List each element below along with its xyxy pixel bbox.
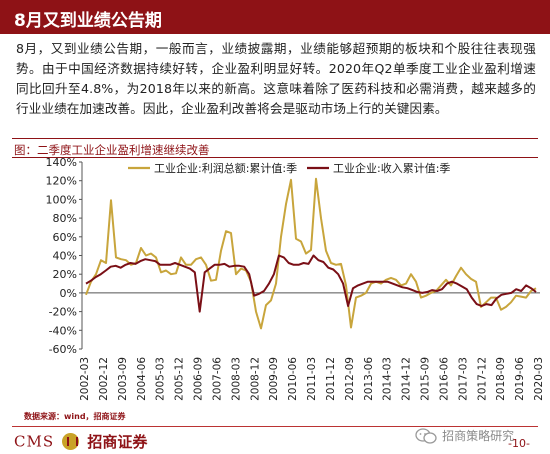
x-tick-label: 2018-09 — [495, 357, 507, 401]
y-tick-label: -60% — [49, 343, 77, 356]
figure-title-rule — [12, 157, 538, 158]
y-tick-label: 40% — [53, 250, 77, 263]
x-tick-label: 2006-09 — [193, 357, 205, 401]
x-tick-label: 2004-06 — [136, 357, 148, 401]
x-tick-label: 2016-06 — [438, 357, 450, 401]
x-tick-label: 2017-12 — [476, 357, 488, 401]
y-tick-label: -20% — [49, 306, 77, 319]
page-title: 8月又到业绩公告期 — [14, 11, 162, 31]
logo-badge-icon — [62, 433, 80, 450]
x-tick-label: 2005-03 — [155, 357, 167, 401]
x-tick-label: 2014-03 — [382, 357, 394, 401]
header-bar: 8月又到业绩公告期 — [0, 0, 550, 34]
x-tick-label: 2013-06 — [363, 357, 375, 401]
data-source: 数据来源：wind，招商证券 — [24, 412, 126, 421]
x-tick-label: 2010-06 — [287, 357, 299, 401]
wechat-icon — [415, 427, 437, 444]
x-tick-label: 2011-12 — [325, 357, 337, 401]
y-tick-label: 80% — [53, 212, 77, 225]
legend-label-revenue: 工业企业:收入累计值:季 — [333, 161, 450, 175]
x-tick-label: 2009-09 — [268, 357, 280, 401]
x-tick-label: 2017-03 — [457, 357, 469, 401]
x-tick-label: 2011-03 — [306, 357, 318, 401]
x-tick-label: 2012-09 — [344, 357, 356, 401]
x-tick-label: 2019-06 — [514, 357, 526, 401]
logo-latin: CMS — [14, 432, 55, 451]
wechat-watermark: 招商策略研究 — [415, 425, 514, 445]
y-tick-label: 120% — [46, 175, 77, 188]
figure-top-rule — [12, 138, 538, 139]
intro-paragraph: 8月，又到业绩公告期，一般而言，业绩披露期，业绩能够超预期的板块和个股往往表现强… — [16, 41, 536, 116]
chart-series — [85, 177, 537, 330]
x-tick-label: 2003-09 — [117, 357, 129, 401]
x-tick-label: 2008-12 — [249, 357, 261, 401]
x-tick-label: 2005-12 — [174, 357, 186, 401]
x-tick-label: 2002-12 — [98, 357, 110, 401]
x-tick-label: 2008-03 — [230, 357, 242, 401]
y-tick-label: 140% — [46, 156, 77, 169]
x-tick-label: 2014-12 — [401, 357, 413, 401]
cms-logo: CMS 招商证券 — [14, 431, 148, 452]
page-number: -10- — [508, 437, 530, 450]
profit-series-line — [85, 177, 537, 330]
revenue-series-line — [85, 254, 537, 313]
y-tick-label: -40% — [49, 324, 77, 337]
footer-rule — [12, 426, 538, 427]
logo-chinese: 招商证券 — [87, 433, 148, 451]
x-tick-label: 2002-03 — [79, 357, 91, 401]
y-tick-label: 60% — [53, 231, 77, 244]
legend-label-profit: 工业企业:利润总额:累计值:季 — [154, 161, 297, 175]
x-tick-label: 2020-03 — [533, 357, 545, 401]
chart-legend: 工业企业:利润总额:累计值:季 工业企业:收入累计值:季 — [128, 161, 450, 175]
account-name: 招商策略研究 — [442, 429, 515, 443]
y-axis: -60% -40% -20% 0% 20% 40% 60% 80% 100% 120% 140% — [46, 156, 83, 356]
line-chart: -60% -40% -20% 0% 20% 40% 60% 80% 100% 120% 140% 2… — [46, 156, 545, 401]
y-tick-label: 100% — [46, 193, 77, 206]
x-tick-label: 2015-09 — [420, 357, 432, 401]
x-axis: 2002-03 2002-12 2003-09 2004-06 2005-03 2005-… — [79, 292, 545, 401]
figure-title: 图：二季度工业企业盈利增速继续改善 — [14, 143, 210, 157]
y-tick-label: 0% — [60, 287, 77, 300]
x-tick-label: 2007-06 — [211, 357, 223, 401]
y-tick-label: 20% — [53, 268, 77, 281]
